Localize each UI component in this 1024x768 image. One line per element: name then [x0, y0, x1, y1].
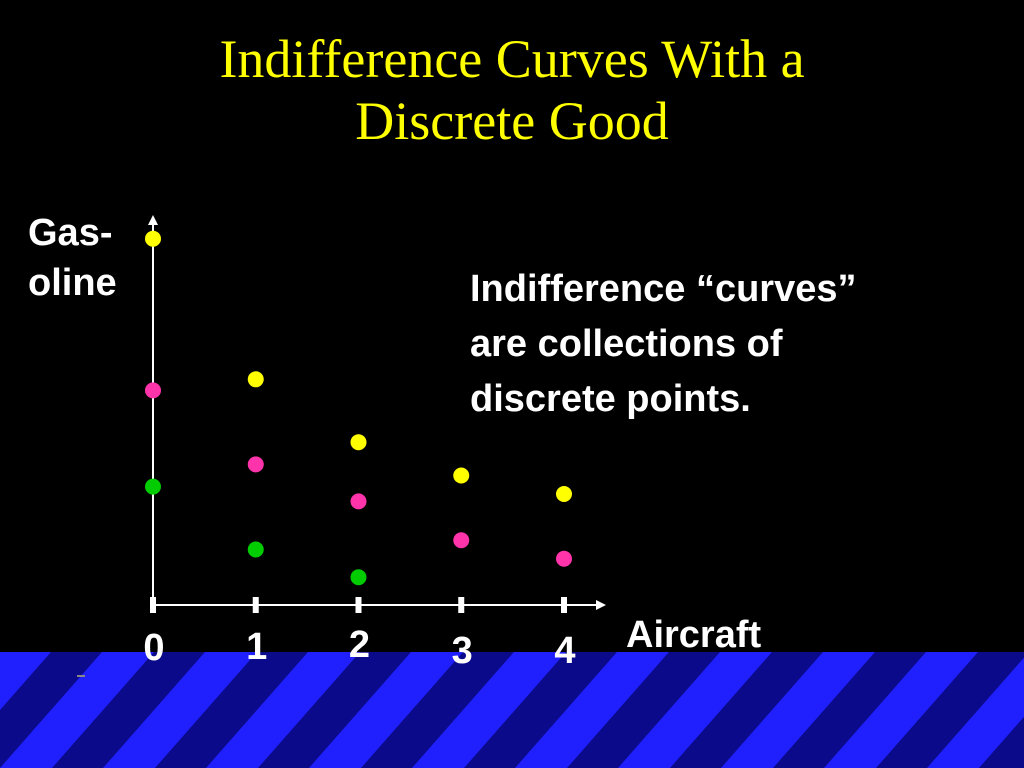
x-tick-mark: [458, 597, 465, 613]
y-axis-label: Gas- oline: [28, 208, 117, 308]
data-point: [350, 493, 367, 510]
footer-stripe: [0, 652, 154, 768]
footer-stripe: [309, 652, 463, 768]
annotation-line-2: are collections of: [470, 323, 783, 365]
footer-stripe: [515, 652, 669, 768]
footer-stripe: [103, 652, 257, 768]
footer-stripe: [618, 652, 772, 768]
data-point: [556, 486, 572, 502]
x-tick-label: 1: [246, 626, 267, 668]
x-tick-label: 2: [349, 624, 370, 666]
x-tick-mark: [252, 597, 259, 613]
data-point: [145, 382, 161, 399]
x-tick-label: 3: [452, 630, 473, 672]
slide-title: Indifference Curves With a Discrete Good: [0, 28, 1024, 152]
data-point: [247, 541, 264, 558]
footer-stripe: [721, 652, 875, 768]
data-point: [556, 550, 572, 567]
x-axis-arrow: [596, 600, 606, 610]
data-point: [145, 478, 161, 495]
data-point: [453, 532, 470, 549]
annotation-line-1: Indifference “curves”: [470, 268, 857, 310]
data-point: [453, 467, 470, 484]
data-point: [247, 371, 264, 388]
footer-stripe: [927, 657, 1024, 768]
footer-stripe: [412, 652, 566, 768]
footer-stripe: [824, 652, 978, 768]
footer-stripe: [206, 652, 360, 768]
title-line-1: Indifference Curves With a: [219, 29, 805, 89]
x-tick-label: 4: [554, 630, 575, 672]
data-point: [247, 456, 264, 473]
annotation-line-3: discrete points.: [470, 378, 751, 420]
y-axis-arrow: [148, 215, 158, 225]
annotation-text: Indifference “curves” are collections of…: [470, 262, 856, 427]
y-axis-label-line-1: Gas-: [28, 212, 113, 254]
data-point: [350, 569, 367, 586]
x-tick-mark: [561, 597, 567, 613]
footer-stripe: [0, 652, 51, 710]
x-tick-label: 0: [143, 627, 164, 669]
data-point: [350, 434, 367, 451]
title-line-2: Discrete Good: [355, 91, 669, 151]
y-axis-label-line-2: oline: [28, 262, 117, 304]
data-point: [145, 230, 161, 247]
x-tick-mark: [355, 597, 362, 613]
x-axis-label: Aircraft: [626, 614, 762, 656]
footer-dash: [77, 675, 85, 677]
x-tick-mark: [150, 597, 156, 613]
